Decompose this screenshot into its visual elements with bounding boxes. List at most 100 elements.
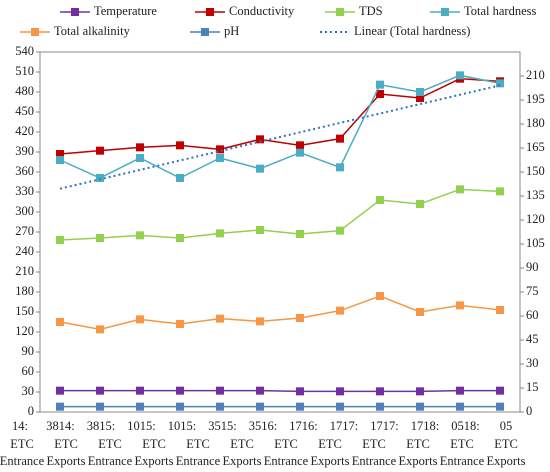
- x-tick-label: ETC Entrance: [264, 437, 309, 468]
- data-point: [376, 292, 384, 300]
- legend-label: TDS: [359, 4, 383, 18]
- data-point: [496, 187, 504, 196]
- data-point: [376, 387, 384, 396]
- y2-tick-label: 165: [526, 140, 545, 154]
- y-tick-label: 540: [15, 44, 34, 58]
- y-tick-label: 360: [15, 164, 34, 178]
- data-point: [256, 164, 264, 173]
- data-point: [136, 143, 144, 152]
- x-tick-label: ETC Exports: [311, 437, 350, 468]
- legend-label: Temperature: [94, 4, 157, 18]
- data-point: [136, 386, 144, 395]
- data-point: [136, 231, 144, 240]
- y-tick-label: 150: [15, 304, 34, 318]
- x-time-label: 3814:: [46, 419, 74, 433]
- data-point: [456, 386, 464, 395]
- data-point: [336, 306, 344, 315]
- data-point: [296, 141, 304, 150]
- data-point: [456, 71, 464, 80]
- y-tick-label: 480: [15, 84, 34, 98]
- x-tick-label: ETC Entrance: [0, 437, 45, 468]
- legend-marker: [71, 8, 79, 16]
- data-point: [456, 301, 464, 310]
- data-point: [96, 402, 104, 411]
- data-point: [96, 174, 104, 182]
- x-time-label: 1717:: [370, 419, 398, 433]
- data-point: [416, 308, 424, 316]
- trend-line: [59, 84, 501, 190]
- y-tick-label: 180: [15, 284, 34, 298]
- data-point: [376, 196, 384, 204]
- series-line: [59, 77, 501, 155]
- data-point: [336, 387, 344, 396]
- data-point: [216, 154, 224, 162]
- data-point: [56, 150, 64, 158]
- data-point: [56, 156, 64, 164]
- data-point: [176, 386, 184, 395]
- x-time-label: 0518:: [451, 419, 479, 433]
- data-point: [176, 234, 184, 242]
- x-time-label: 1718:: [411, 419, 439, 433]
- x-time-label: 1015:: [127, 419, 155, 433]
- data-point: [176, 174, 184, 182]
- x-time-label: 1717:: [330, 419, 358, 433]
- data-point: [216, 145, 224, 154]
- legend-marker: [201, 28, 209, 36]
- legend-marker: [441, 8, 449, 16]
- data-point: [456, 402, 464, 411]
- data-point: [376, 80, 384, 89]
- y-tick-label: 330: [15, 184, 34, 198]
- y2-tick-label: 30: [526, 356, 539, 370]
- data-point: [416, 387, 424, 396]
- data-point: [256, 317, 264, 326]
- data-point: [296, 402, 304, 411]
- data-point: [256, 226, 264, 234]
- data-point: [416, 200, 424, 208]
- y-tick-label: 240: [15, 244, 34, 258]
- y2-tick-label: 60: [526, 308, 539, 322]
- data-point: [256, 135, 264, 144]
- legend-label: Total hardness: [464, 4, 537, 18]
- data-point: [416, 88, 424, 96]
- x-time-label: 3815:: [87, 419, 115, 433]
- data-point: [376, 402, 384, 411]
- y2-tick-label: 135: [526, 188, 545, 202]
- legend-label: Total alkalinity: [54, 24, 131, 38]
- data-point: [296, 314, 304, 322]
- y-tick-label: 270: [15, 224, 34, 238]
- data-point: [56, 236, 64, 244]
- data-point: [176, 402, 184, 411]
- y-tick-label: 30: [22, 384, 35, 398]
- y2-tick-label: 150: [526, 164, 545, 178]
- x-tick-label: ETC Entrance: [440, 437, 485, 468]
- y-tick-label: 60: [22, 364, 35, 378]
- data-point: [296, 387, 304, 396]
- data-point: [256, 386, 264, 395]
- y2-tick-label: 180: [526, 116, 545, 130]
- y-tick-label: 390: [15, 144, 34, 158]
- x-time-label: 05: [500, 419, 513, 433]
- data-point: [96, 325, 104, 334]
- legend-label: pH: [224, 24, 239, 38]
- series-line: [59, 295, 501, 331]
- x-time-label: 1716:: [289, 419, 317, 433]
- data-point: [96, 146, 104, 155]
- data-point: [216, 386, 224, 395]
- legend-label: Conductivity: [229, 4, 295, 18]
- y-tick-label: 450: [15, 104, 34, 118]
- data-point: [376, 90, 384, 98]
- x-tick-label: ETC Exports: [135, 437, 174, 468]
- data-point: [216, 402, 224, 411]
- x-tick-label: ETC Entrance: [352, 437, 397, 468]
- y-tick-label: 0: [28, 404, 34, 418]
- y-tick-label: 420: [15, 124, 34, 138]
- x-tick-label: ETC Exports: [223, 437, 262, 468]
- data-point: [416, 94, 424, 102]
- data-point: [496, 386, 504, 395]
- data-point: [336, 163, 344, 172]
- y2-tick-label: 105: [526, 236, 545, 250]
- x-time-label: 14:: [12, 419, 28, 433]
- data-point: [336, 402, 344, 411]
- data-point: [416, 402, 424, 411]
